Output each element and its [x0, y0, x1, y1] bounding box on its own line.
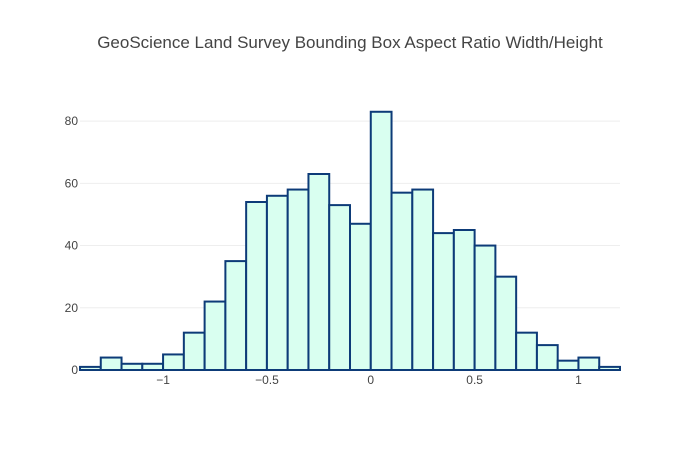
histogram-bar [452, 229, 476, 371]
histogram-bar [432, 232, 455, 371]
y-axis-ticks: 0 20 40 60 80 [65, 114, 79, 377]
histogram-bar [162, 353, 185, 372]
histogram-bar [411, 188, 435, 371]
histogram-bar [369, 110, 393, 372]
histogram-bar [598, 365, 622, 371]
histogram-bar [577, 356, 601, 371]
x-tick-label: 0 [367, 373, 374, 387]
histogram-bar [307, 173, 331, 371]
histogram-bar [515, 331, 538, 371]
y-tick-label: 40 [65, 239, 79, 253]
histogram-bar [120, 362, 144, 371]
y-tick-label: 60 [65, 176, 79, 190]
y-tick-label: 0 [71, 363, 78, 377]
histogram-bar [349, 222, 372, 371]
histogram-bar [79, 365, 102, 371]
x-tick-label: 0.5 [466, 373, 483, 387]
histogram-bar [494, 275, 518, 371]
histogram-bar [182, 331, 206, 371]
histogram-bar [141, 362, 165, 371]
y-tick-label: 80 [65, 114, 79, 128]
chart-title: GeoScience Land Survey Bounding Box Aspe… [97, 33, 603, 52]
x-tick-label: 1 [575, 373, 582, 387]
histogram-bars [79, 110, 622, 372]
histogram-bar [473, 244, 497, 371]
x-tick-label: −0.5 [255, 373, 279, 387]
histogram-bar [99, 356, 123, 371]
histogram-bar [265, 194, 289, 371]
histogram-bar [245, 201, 268, 371]
histogram-bar [224, 260, 248, 371]
histogram-bar [535, 344, 559, 372]
x-axis-ticks: −1 −0.5 0 0.5 1 [156, 373, 582, 387]
x-tick-label: −1 [156, 373, 170, 387]
histogram-bar [390, 191, 414, 371]
histogram-bar [328, 204, 352, 371]
histogram-bar [286, 188, 310, 371]
y-tick-label: 20 [65, 301, 79, 315]
histogram-bar [203, 300, 227, 371]
histogram-bar [556, 359, 580, 371]
